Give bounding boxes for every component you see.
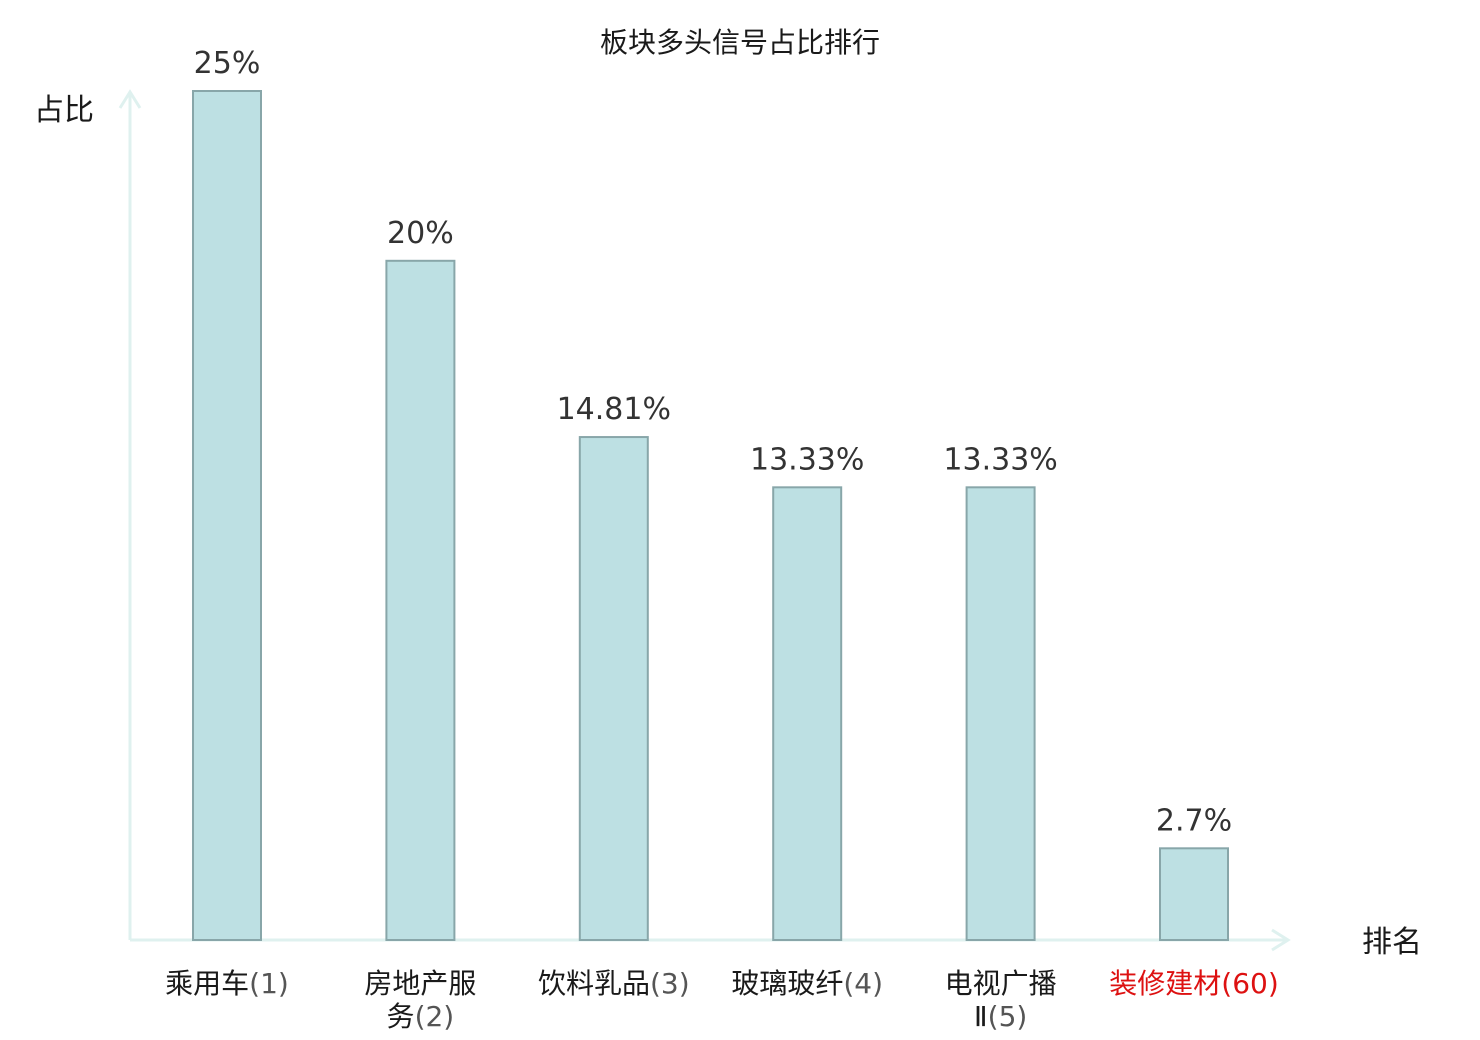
bar-5: [965, 486, 1036, 941]
y-axis-label: 占比: [34, 93, 94, 128]
value-label-6: 2.7%: [1156, 803, 1232, 838]
x-axis: [130, 928, 1291, 952]
value-label-4: 13.33%: [750, 442, 864, 477]
category-label-3: 饮料乳品(3): [538, 967, 690, 1000]
value-label-5: 13.33%: [943, 442, 1057, 477]
y-axis: [118, 89, 142, 940]
value-label-1: 25%: [194, 46, 261, 81]
bar-4: [772, 486, 843, 941]
bar-6: [1159, 847, 1229, 941]
category-label-1: 乘用车(1): [165, 967, 289, 1000]
category-label-6: 装修建材(60): [1109, 967, 1279, 1000]
value-label-2: 20%: [387, 216, 454, 251]
category-label-4: 玻璃玻纤(4): [731, 967, 883, 1000]
x-axis-label: 排名: [1362, 925, 1422, 960]
category-labels-group: 乘用车(1) 房地产服务(2) 饮料乳品(3) 玻璃玻纤(4) 电视广播 Ⅱ(5) 装修建材…: [165, 967, 1279, 1033]
value-label-3: 14.81%: [557, 392, 671, 427]
category-label-2: 房地产服务(2): [364, 967, 476, 1033]
bar-3: [578, 436, 649, 941]
category-label-5: 电视广播 Ⅱ(5): [945, 967, 1057, 1033]
bars-group: [192, 90, 1229, 941]
bar-1: [192, 90, 262, 941]
bar-2: [385, 259, 456, 941]
value-labels-group: 25% 20% 14.81% 13.33% 13.33% 2.7%: [194, 46, 1232, 838]
chart-title: 板块多头信号占比排行: [600, 26, 880, 59]
